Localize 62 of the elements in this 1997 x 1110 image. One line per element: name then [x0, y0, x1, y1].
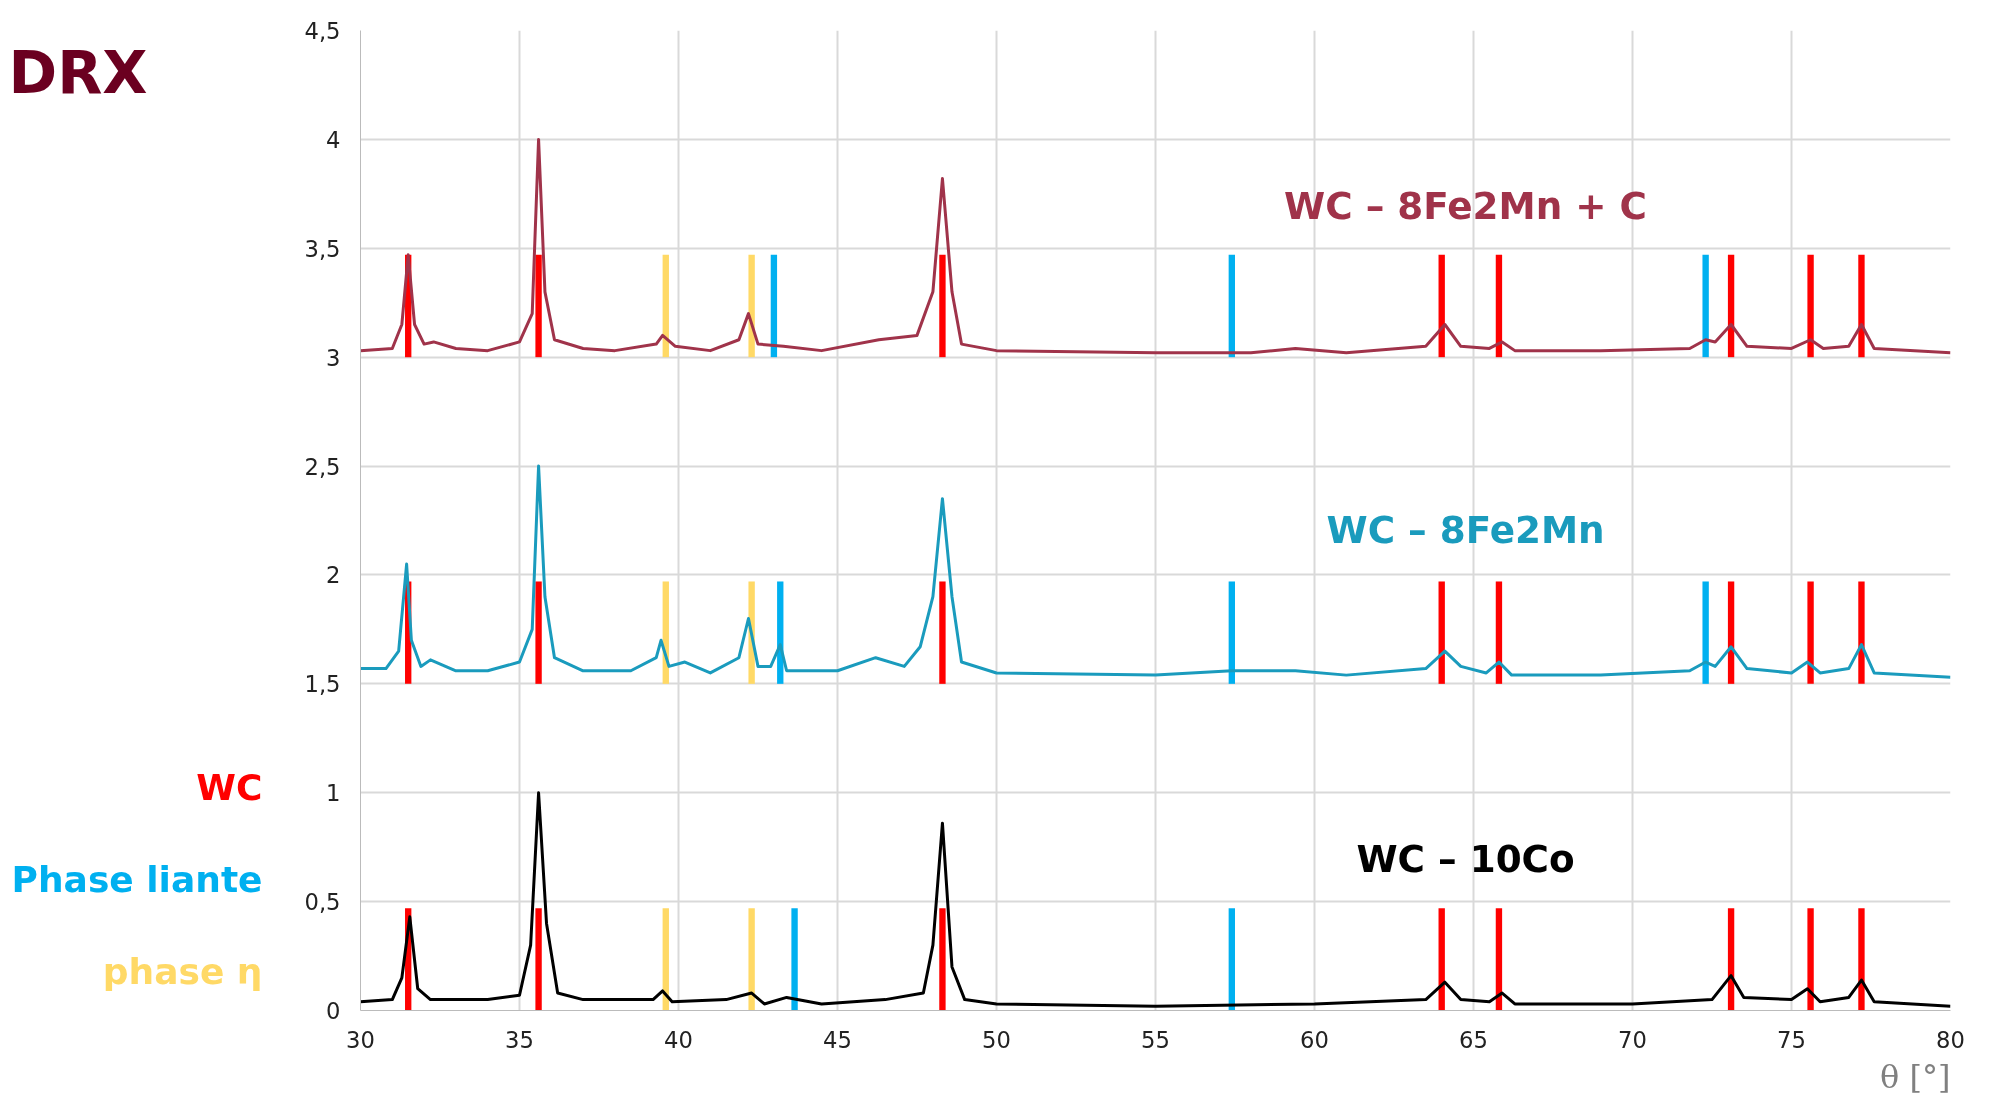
y-tick-label: 2: [326, 562, 341, 589]
bar: [1228, 908, 1235, 1011]
bar: [1438, 581, 1445, 684]
bar: [1438, 908, 1445, 1011]
bar: [1495, 254, 1503, 358]
y-tick-label: 1,5: [304, 671, 341, 698]
bar: [1495, 908, 1503, 1011]
bar: [1438, 254, 1445, 358]
y-tick-label: 1: [326, 780, 341, 807]
y-tick-label: 4: [326, 126, 341, 153]
bar: [1858, 908, 1865, 1011]
bar: [1702, 581, 1709, 684]
text: WC – 8Fe2Mn + C: [1284, 183, 1647, 228]
x-tick-label: 45: [823, 1026, 852, 1053]
bar: [662, 908, 669, 1011]
bar: [939, 908, 946, 1011]
chart-title: DRX: [8, 39, 148, 108]
text: Phase liante: [11, 859, 263, 901]
bar: [939, 254, 946, 358]
y-tick-label: 3: [326, 344, 341, 371]
x-tick-label: 75: [1777, 1026, 1806, 1053]
bar: [1702, 254, 1709, 358]
bar: [535, 581, 542, 684]
y-tick-label: 3,5: [304, 235, 341, 262]
x-tick-label: 65: [1459, 1026, 1488, 1053]
bar: [1727, 254, 1735, 358]
bar: [791, 908, 798, 1011]
text: phase η: [102, 950, 263, 992]
x-tick-label: 80: [1936, 1026, 1965, 1053]
bar: [1228, 254, 1235, 358]
bar: [1727, 581, 1735, 684]
bar: [1807, 581, 1814, 684]
x-tick-label: 50: [982, 1026, 1011, 1053]
y-tick-label: 2,5: [304, 453, 341, 480]
bar: [1858, 254, 1865, 358]
text: WC: [196, 767, 263, 809]
x-tick-label: 70: [1618, 1026, 1647, 1053]
text: WC – 10Co: [1356, 836, 1575, 881]
bar: [939, 581, 946, 684]
bar: [535, 254, 542, 358]
bar: [662, 254, 669, 358]
y-tick-label: 4,5: [304, 18, 341, 44]
bar: [1807, 254, 1814, 358]
x-tick-label: 60: [1300, 1026, 1329, 1053]
line-series: [360, 137, 1951, 355]
x-tick-label: 35: [505, 1026, 534, 1053]
x-tick-label: 55: [1141, 1026, 1170, 1053]
bar: [1228, 581, 1235, 684]
x-tick-label: 40: [664, 1026, 693, 1053]
y-tick-label: 0,5: [304, 889, 341, 916]
text: WC – 8Fe2Mn: [1326, 508, 1605, 553]
bar: [748, 908, 755, 1011]
line-series: [360, 464, 1951, 679]
x-tick-label: 30: [346, 1026, 375, 1053]
bar: [1858, 581, 1865, 684]
x-axis-title: θ [°]: [1880, 1057, 1951, 1096]
bar: [1807, 908, 1814, 1011]
bar: [770, 254, 778, 358]
bar: [535, 908, 542, 1011]
bar: [748, 254, 755, 358]
bar: [1495, 581, 1503, 684]
y-tick-label: 0: [326, 998, 341, 1024]
